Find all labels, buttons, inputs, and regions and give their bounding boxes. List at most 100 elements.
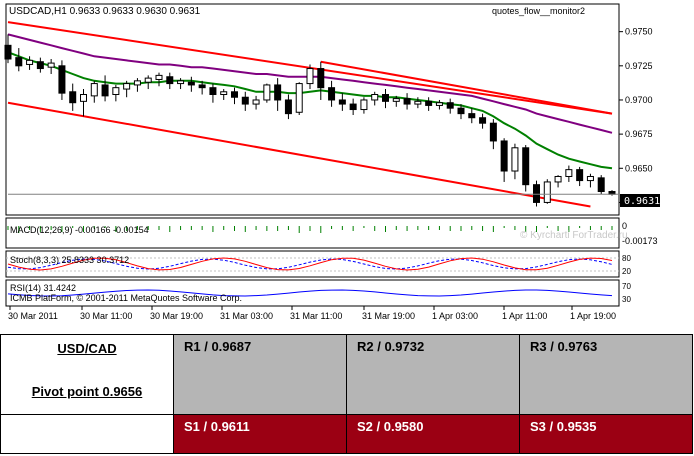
main-plot: [4, 21, 619, 208]
candle-body: [414, 100, 422, 105]
empty-cell: [0, 413, 174, 455]
rsi-tick-70: 70: [622, 282, 631, 291]
pivot-table: USD/CAD Pivot point 0.9656 R1 / 0.9687 R…: [0, 334, 693, 455]
candle-body: [468, 113, 476, 119]
candle-body: [295, 83, 303, 113]
macd-tick-bottom: -0.00173: [622, 236, 658, 246]
candle-body: [565, 169, 573, 177]
pair-name: USD/CAD: [57, 341, 117, 356]
candle-body: [144, 77, 152, 83]
candle-body: [198, 84, 206, 89]
time-axis: 30 Mar 2011 30 Mar 11:00 30 Mar 19:00 31 Ma…: [8, 306, 616, 321]
time-tick-label: 31 Mar 03:00: [220, 311, 273, 321]
candle-body: [90, 83, 98, 97]
candle-body: [220, 91, 228, 96]
copyright-text: ICMB PlatForm, © 2001-2011 MetaQuotes So…: [10, 293, 242, 303]
s1-value: S1 / 0.9611: [184, 418, 250, 434]
candle-body: [382, 94, 389, 102]
stoch-tick-20: 20: [622, 267, 631, 276]
candle-body: [586, 175, 594, 182]
time-tick-label: 30 Mar 11:00: [80, 311, 132, 321]
candle-body: [15, 57, 23, 67]
rsi-line: [7, 289, 613, 297]
r1-value: R1 / 0.9687: [184, 339, 252, 354]
s2-cell: S2 / 0.9580: [346, 413, 520, 455]
candle-body: [123, 83, 131, 90]
r2-cell: R2 / 0.9732: [346, 334, 520, 415]
price-tick-label: 0.9750: [625, 27, 653, 37]
macd-histogram: [7, 226, 613, 233]
trend-line-lower: [7, 101, 591, 208]
s1-cell: S1 / 0.9611: [173, 413, 347, 455]
time-tick-label: 1 Apr 03:00: [432, 311, 478, 321]
candle-body: [166, 76, 174, 85]
rsi-panel: [5, 279, 620, 307]
watermark: © Kyrcharti ForTrader.ru: [520, 230, 628, 241]
candle-body: [133, 80, 141, 86]
price-tick-label: 0.9700: [625, 95, 653, 105]
ma-fast-line: [7, 51, 613, 170]
candle-body: [349, 103, 357, 111]
time-tick-label: 31 Mar 19:00: [362, 311, 415, 321]
candle-body: [533, 184, 540, 203]
s2-value: S2 / 0.9580: [357, 418, 424, 434]
candle-body: [241, 96, 249, 105]
time-tick-label: 1 Apr 11:00: [502, 311, 547, 321]
candle-body: [306, 68, 314, 85]
candle-body: [69, 91, 77, 104]
macd-label: MACD(12,26,9) -0.00166 -0.00154: [10, 225, 149, 235]
candle-body: [263, 84, 271, 101]
candle-body: [371, 94, 379, 101]
time-tick-label: 30 Mar 2011: [8, 311, 58, 321]
r3-value: R3 / 0.9763: [530, 339, 598, 354]
candle-body: [274, 84, 282, 101]
indicator-name: quotes_flow__monitor2: [492, 6, 585, 16]
candle-body: [4, 44, 12, 60]
stoch-main-line: [7, 257, 613, 271]
candle-body: [479, 117, 487, 124]
candle-body: [554, 175, 562, 183]
rsi-label: RSI(14) 31.4242: [10, 283, 76, 293]
r3-cell: R3 / 0.9763: [519, 334, 693, 415]
time-tick-label: 30 Mar 19:00: [150, 311, 203, 321]
candle-body: [155, 74, 163, 80]
candle-body: [425, 100, 433, 106]
stoch-signal-line: [7, 258, 613, 270]
main-plot-frame: [5, 3, 620, 216]
candle-body: [209, 87, 217, 96]
macd-panel: [5, 217, 620, 249]
current-price-label: 0.9631: [624, 196, 660, 207]
candle-body: [403, 98, 411, 105]
candle-body: [317, 68, 325, 89]
rsi-tick-30: 30: [622, 295, 631, 304]
resistance-row: USD/CAD Pivot point 0.9656 R1 / 0.9687 R…: [0, 334, 693, 415]
candle-body: [112, 87, 120, 96]
candle-body: [58, 65, 66, 94]
stoch-label: Stoch(8,3,3) 25.8333 30.3712: [10, 255, 129, 265]
pivot-point: Pivot point 0.9656: [31, 384, 143, 399]
chart-title: USDCAD,H1 0.9633 0.9633 0.9630 0.9631: [9, 6, 201, 17]
price-tick-label: 0.9650: [625, 163, 653, 173]
stoch-tick-80: 80: [622, 254, 631, 263]
s3-value: S3 / 0.9535: [530, 418, 597, 434]
candle-body: [26, 59, 34, 65]
trend-line-upper-2: [320, 60, 613, 115]
candle-body: [47, 62, 55, 68]
r2-value: R2 / 0.9732: [357, 339, 425, 354]
candle-body: [500, 140, 508, 172]
candle-body: [80, 94, 87, 102]
candle-body: [522, 147, 530, 186]
candle-body: [576, 169, 584, 182]
candle-body: [231, 91, 238, 98]
current-price-marker: [620, 194, 660, 207]
price-tick-label: 0.9675: [625, 129, 653, 139]
candle-body: [187, 81, 195, 86]
candle-body: [252, 99, 260, 105]
candle-body: [543, 181, 551, 203]
candle-body: [36, 61, 44, 70]
candle-body: [446, 102, 454, 109]
stoch-panel: [5, 250, 620, 278]
